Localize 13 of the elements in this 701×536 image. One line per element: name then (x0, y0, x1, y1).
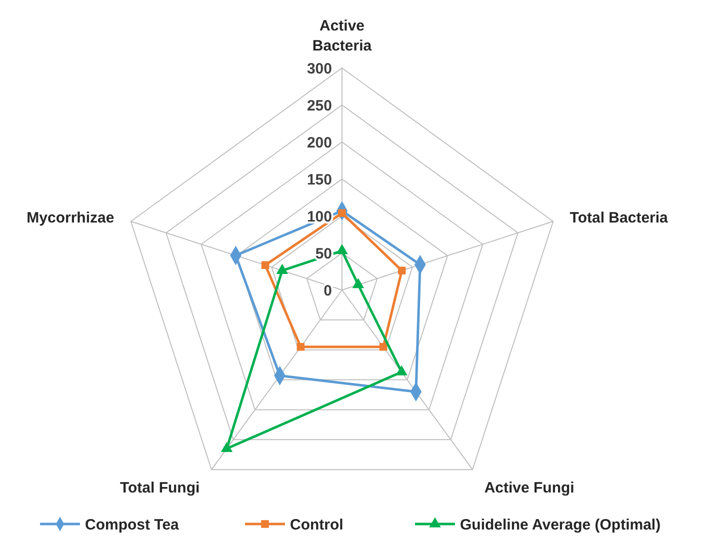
legend-label: Guideline Average (Optimal) (460, 516, 661, 534)
spoke-label: Active Fungi (484, 479, 574, 496)
spoke-label: Total Fungi (120, 479, 200, 496)
y-tick-label: 0 (324, 282, 332, 300)
legend-label: Compost Tea (85, 516, 180, 534)
y-tick-label: 150 (306, 171, 332, 188)
y-tick-label: 200 (306, 134, 332, 152)
y-tick-label: 300 (306, 60, 332, 78)
spoke-label: Total Bacteria (570, 209, 669, 226)
legend-label: Control (290, 516, 344, 534)
spoke-label: Active Bacteria (312, 18, 372, 55)
y-tick-label: 250 (306, 97, 332, 114)
spoke-label: Mycorrhizae (26, 209, 114, 226)
